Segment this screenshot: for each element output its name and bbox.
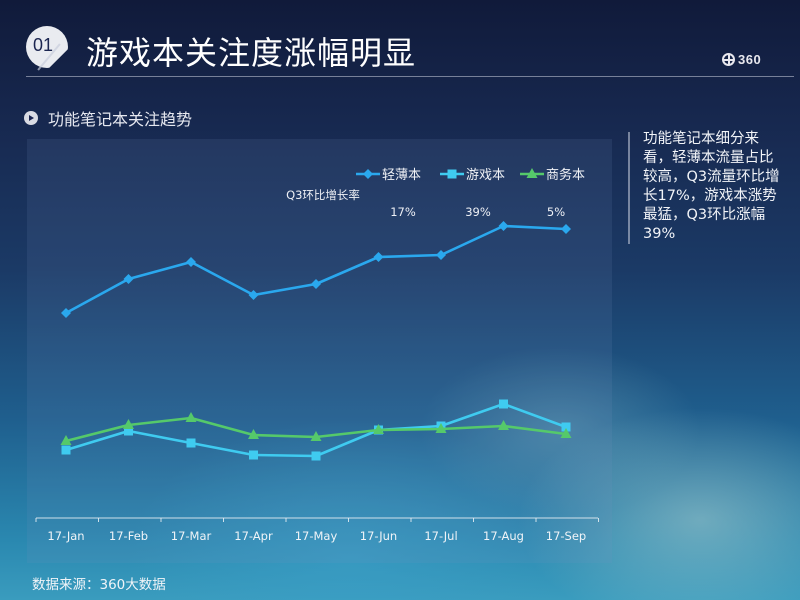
triangle-marker bbox=[60, 435, 72, 445]
triangle-marker bbox=[185, 412, 197, 422]
square-marker bbox=[499, 399, 508, 409]
chart-panel bbox=[27, 139, 612, 563]
section-heading: 功能笔记本关注趋势 bbox=[24, 106, 192, 130]
triangle-marker bbox=[560, 428, 572, 438]
square-marker bbox=[249, 450, 258, 460]
square-legend-icon bbox=[440, 169, 464, 178]
insight-note: 功能笔记本细分来看，轻薄本流量占比较高，Q3流量环比增长17%，游戏本涨势最猛，… bbox=[643, 131, 780, 242]
triangle-legend-icon bbox=[520, 167, 544, 178]
x-tick-label: 17-Apr bbox=[234, 529, 273, 543]
header-divider bbox=[26, 76, 794, 77]
growth-value-ultrabook: 17% bbox=[390, 205, 416, 219]
x-tick-label: 17-May bbox=[294, 529, 338, 543]
q3-growth-label: Q3环比增长率 bbox=[286, 188, 360, 202]
triangle-marker bbox=[435, 423, 447, 433]
diamond-marker bbox=[436, 250, 446, 260]
x-tick-label: 17-Feb bbox=[108, 529, 149, 543]
x-tick-label: 17-Aug bbox=[483, 529, 524, 543]
diamond-marker bbox=[561, 224, 571, 234]
triangle-marker bbox=[373, 424, 384, 434]
brand-logo: 360 bbox=[722, 52, 761, 67]
section-title: 功能笔记本关注趋势 bbox=[48, 110, 193, 129]
growth-value-business: 5% bbox=[546, 205, 566, 219]
triangle-marker bbox=[248, 429, 259, 439]
triangle-marker bbox=[526, 167, 538, 178]
square-marker bbox=[447, 169, 457, 178]
legend-label: 轻薄本 bbox=[382, 168, 422, 183]
diamond-marker bbox=[248, 290, 259, 300]
x-tick-label: 17-Jul bbox=[424, 529, 458, 543]
diamond-marker bbox=[498, 221, 509, 231]
square-marker bbox=[561, 422, 571, 432]
legend-label: 商务本 bbox=[546, 168, 586, 183]
legend-label: 游戏本 bbox=[466, 168, 506, 183]
sidebar-divider bbox=[628, 132, 630, 244]
series-line bbox=[65, 402, 567, 458]
diamond-marker bbox=[373, 252, 384, 262]
growth-value-gaming: 39% bbox=[465, 205, 491, 219]
series-line bbox=[65, 224, 567, 315]
diamond-marker bbox=[186, 257, 196, 267]
triangle-marker bbox=[310, 431, 322, 441]
diamond-marker bbox=[123, 274, 134, 284]
diamond-legend-icon bbox=[356, 168, 380, 179]
square-marker bbox=[311, 451, 321, 461]
360-logo-icon bbox=[722, 53, 735, 66]
x-tick-label: 17-Mar bbox=[170, 529, 212, 543]
diamond-marker bbox=[61, 308, 71, 318]
legend-item: 轻薄本 bbox=[356, 164, 421, 183]
square-marker bbox=[186, 438, 196, 448]
square-marker bbox=[124, 426, 133, 436]
play-circle-icon bbox=[24, 111, 38, 125]
section-number: 01 bbox=[33, 35, 54, 55]
diamond-marker bbox=[311, 279, 321, 289]
triangle-marker bbox=[123, 419, 134, 429]
square-marker bbox=[61, 445, 71, 455]
data-source: 数据来源：360大数据 bbox=[32, 577, 166, 593]
diamond-marker bbox=[363, 168, 373, 179]
x-tick-label: 17-Sep bbox=[545, 529, 587, 543]
x-tick-label: 17-Jan bbox=[47, 529, 85, 543]
legend-item: 商务本 bbox=[520, 164, 585, 183]
logo-text: 360 bbox=[738, 52, 762, 67]
legend-item: 游戏本 bbox=[440, 164, 505, 183]
page-title: 游戏本关注度涨幅明显 bbox=[86, 34, 417, 72]
x-tick-label: 17-Jun bbox=[359, 529, 398, 543]
triangle-marker bbox=[498, 420, 509, 430]
